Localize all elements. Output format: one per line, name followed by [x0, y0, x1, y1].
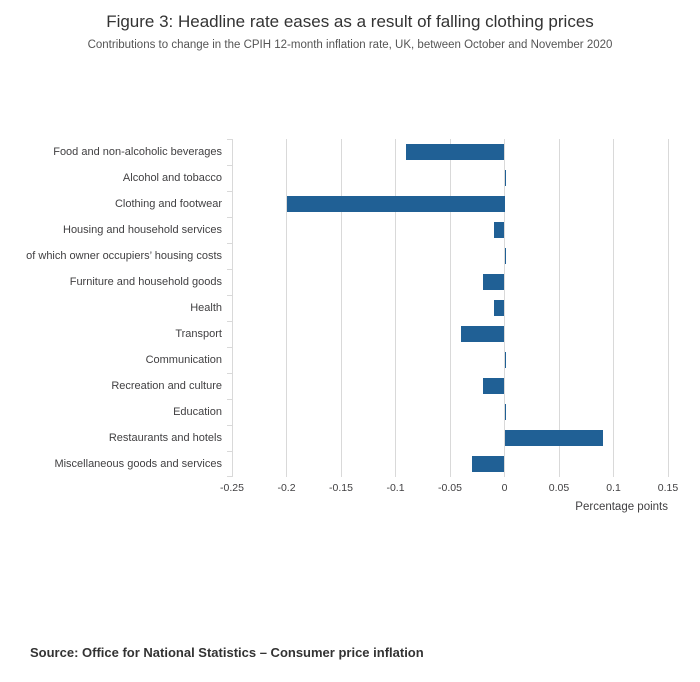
x-tick-label: -0.25	[220, 482, 244, 494]
gridline	[504, 139, 505, 477]
category-axis-tick	[227, 425, 232, 426]
chart-body: Food and non-alcoholic beverages Alcohol …	[0, 139, 700, 477]
bar	[504, 430, 603, 446]
category-label: of which owner occupiers’ housing costs	[26, 250, 222, 262]
bar	[471, 456, 505, 472]
category-axis-tick	[227, 243, 232, 244]
gridline	[231, 139, 233, 477]
category-axis-tick	[227, 476, 232, 477]
category-label: Health	[190, 302, 222, 314]
category-axis-tick	[227, 321, 232, 322]
bar	[504, 248, 507, 264]
bar-chart: Food and non-alcoholic beverages Alcohol …	[0, 139, 700, 513]
bar	[504, 404, 507, 420]
bar	[406, 144, 505, 160]
bar	[482, 378, 505, 394]
category-axis-tick	[227, 295, 232, 296]
category-label: Recreation and culture	[111, 380, 222, 392]
category-axis-tick	[227, 217, 232, 218]
gridline	[340, 139, 342, 477]
category-label: Transport	[175, 328, 222, 340]
category-axis-tick	[227, 139, 232, 140]
chart-subtitle: Contributions to change in the CPIH 12-m…	[87, 39, 613, 51]
gridline	[667, 139, 669, 477]
category-axis-tick	[227, 191, 232, 192]
category-label: Alcohol and tobacco	[122, 172, 222, 184]
x-tick-label: -0.1	[386, 482, 405, 494]
bar	[286, 196, 505, 212]
bar	[504, 170, 507, 186]
category-label: Restaurants and hotels	[108, 432, 222, 444]
gridline	[449, 139, 451, 477]
page-title: Figure 3: Headline rate eases as a resul…	[106, 12, 594, 31]
category-label: Food and non-alcoholic beverages	[53, 146, 222, 158]
x-tick-label: -0.15	[329, 482, 353, 494]
bar	[504, 352, 507, 368]
bar	[493, 300, 505, 316]
plot-area	[227, 139, 669, 477]
gridline	[558, 139, 560, 477]
gridline	[395, 139, 396, 477]
category-axis-tick	[227, 373, 232, 374]
bar	[460, 326, 505, 342]
category-axis-tick	[227, 269, 232, 270]
category-label: Education	[173, 406, 222, 418]
x-tick-label: -0.2	[277, 482, 296, 494]
gridline	[613, 139, 614, 477]
category-axis-tick	[227, 347, 232, 348]
x-axis-title: Percentage points	[0, 501, 668, 513]
x-tick-label: 0.15	[657, 482, 679, 494]
bar	[493, 222, 505, 238]
category-axis-tick	[227, 165, 232, 166]
source-note: Source: Office for National Statistics –…	[30, 645, 424, 660]
x-tick-label: -0.05	[438, 482, 462, 494]
category-label: Furniture and household goods	[69, 276, 222, 288]
category-axis-tick	[227, 451, 232, 452]
x-axis-label: Percentage points	[575, 501, 668, 513]
category-label: Miscellaneous goods and services	[54, 458, 222, 470]
x-tick-label: 0.1	[606, 482, 621, 494]
category-label: Clothing and footwear	[114, 198, 222, 210]
category-label: Housing and household services	[63, 224, 222, 236]
category-axis-tick	[227, 399, 232, 400]
category-labels: Food and non-alcoholic beverages Alcohol …	[0, 139, 232, 477]
x-tick-label: 0	[501, 482, 508, 494]
gridline	[286, 139, 287, 477]
x-tick-label: 0.05	[548, 482, 570, 494]
x-axis-ticks: -0.25 -0.2 -0.15 -0.1 -0.05 0 0.05 0.1 0.15	[220, 477, 678, 497]
category-label: Communication	[145, 354, 222, 366]
bar	[482, 274, 505, 290]
